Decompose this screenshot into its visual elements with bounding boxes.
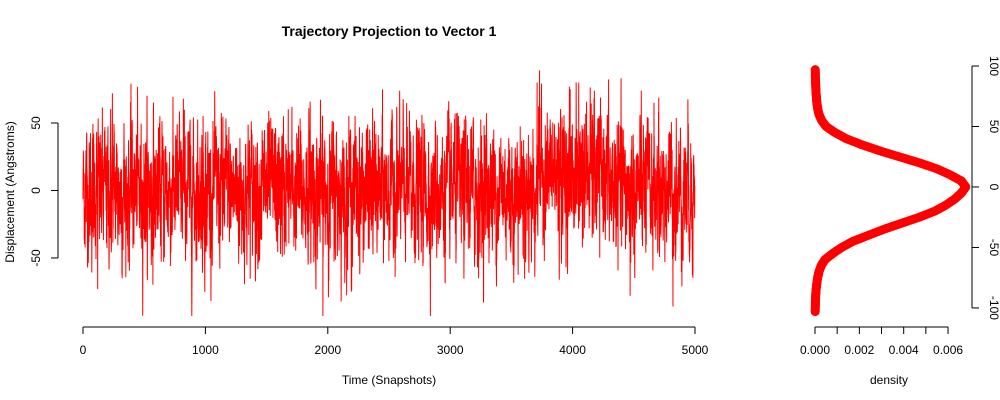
density-x-tick-label: 0.006: [933, 343, 963, 357]
density-plot: 0.000 0.002 0.004 0.006 -100 -50 0 50 100 densi…: [800, 56, 1000, 387]
trajectory-y-tick-label: -50: [29, 249, 43, 267]
trajectory-y-axis-label: Displacement (Angstroms): [3, 121, 17, 262]
density-x-axis: 0.000 0.002 0.004 0.006: [800, 326, 963, 357]
density-x-axis-label: density: [870, 373, 908, 387]
trajectory-x-tick-label: 5000: [682, 343, 709, 357]
trajectory-x-tick-label: 3000: [437, 343, 464, 357]
trajectory-y-axis: -50 0 50: [29, 116, 59, 267]
density-y-tick-label: 0: [987, 184, 1000, 191]
density-point: [810, 65, 820, 75]
trajectory-y-tick-label: 0: [29, 187, 43, 194]
trajectory-x-axis-label: Time (Snapshots): [342, 373, 436, 387]
trajectory-x-tick-label: 1000: [192, 343, 219, 357]
trajectory-x-tick-label: 4000: [559, 343, 586, 357]
chart-title: Trajectory Projection to Vector 1: [282, 23, 497, 39]
density-y-tick-label: 100: [987, 56, 1000, 76]
trajectory-x-tick-label: 2000: [314, 343, 341, 357]
density-x-tick-label: 0.002: [844, 343, 874, 357]
trajectory-x-tick-label: 0: [80, 343, 87, 357]
trajectory-plot: 0 1000 2000 3000 4000 5000 -50 0 50 Time (Snaps…: [3, 70, 709, 387]
trajectory-y-tick-label: 50: [29, 116, 43, 130]
density-y-tick-label: -50: [987, 239, 1000, 257]
trajectory-x-axis: 0 1000 2000 3000 4000 5000: [80, 326, 709, 357]
density-x-tick-label: 0.004: [889, 343, 919, 357]
density-y-tick-label: -100: [987, 296, 1000, 320]
density-y-tick-label: 50: [987, 120, 1000, 134]
trajectory-series-line: [82, 70, 696, 317]
density-curve: [810, 65, 971, 317]
density-y-axis: -100 -50 0 50 100: [971, 56, 1000, 320]
density-x-tick-label: 0.000: [800, 343, 830, 357]
